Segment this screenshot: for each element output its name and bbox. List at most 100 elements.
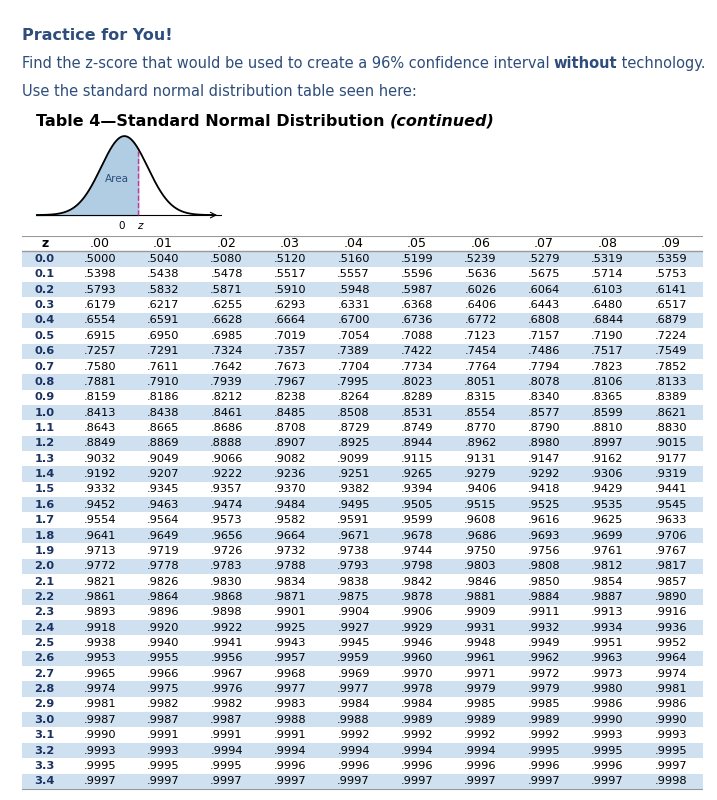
Text: .01: .01 [153, 237, 173, 250]
Text: .8830: .8830 [655, 423, 687, 433]
Text: 2.6: 2.6 [34, 654, 54, 663]
Text: .9147: .9147 [528, 454, 560, 464]
Text: .8708: .8708 [274, 423, 306, 433]
Text: .7673: .7673 [274, 362, 306, 371]
Text: .9946: .9946 [401, 638, 433, 648]
Text: .7852: .7852 [655, 362, 687, 371]
Text: .9993: .9993 [655, 730, 687, 740]
Text: .9956: .9956 [210, 654, 243, 663]
Bar [22, 420, 703, 436]
Text: .5517: .5517 [274, 270, 306, 279]
Bar [22, 513, 703, 528]
Text: .8962: .8962 [465, 438, 497, 448]
Text: .9625: .9625 [592, 515, 624, 525]
Bar [22, 236, 703, 251]
Text: .9015: .9015 [655, 438, 687, 448]
Text: 1.2: 1.2 [34, 438, 54, 448]
Text: .6808: .6808 [528, 315, 560, 326]
Text: .9996: .9996 [464, 761, 497, 771]
Text: .9973: .9973 [591, 669, 624, 678]
Text: .9429: .9429 [592, 485, 624, 494]
Text: .8621: .8621 [655, 408, 687, 418]
Text: .5239: .5239 [464, 254, 497, 264]
Text: .6591: .6591 [147, 315, 179, 326]
Text: .8315: .8315 [464, 392, 497, 402]
Text: .00: .00 [90, 237, 110, 250]
Text: .9664: .9664 [274, 530, 306, 541]
Text: .9599: .9599 [401, 515, 433, 525]
Bar [22, 328, 703, 343]
Text: .9963: .9963 [592, 654, 624, 663]
Text: .02: .02 [217, 237, 237, 250]
Text: .9778: .9778 [147, 562, 179, 571]
Text: .9896: .9896 [147, 607, 179, 618]
Text: .9306: .9306 [592, 469, 624, 479]
Text: .9911: .9911 [528, 607, 560, 618]
Text: .9987: .9987 [83, 715, 116, 725]
Text: .7324: .7324 [210, 346, 243, 356]
Text: .9936: .9936 [655, 622, 687, 633]
Text: .9452: .9452 [83, 500, 115, 510]
Text: .9871: .9871 [274, 592, 306, 602]
Text: .03: .03 [280, 237, 300, 250]
Text: .9985: .9985 [464, 699, 497, 710]
Text: Find the z-score that would be used to create a 96% confidence interval: Find the z-score that would be used to c… [22, 56, 554, 71]
Text: .9850: .9850 [528, 577, 560, 586]
Text: 1.8: 1.8 [34, 530, 54, 541]
Text: .9994: .9994 [464, 746, 497, 755]
Text: .9573: .9573 [210, 515, 243, 525]
Text: .9418: .9418 [528, 485, 560, 494]
Text: .9990: .9990 [655, 715, 687, 725]
Text: .6700: .6700 [337, 315, 370, 326]
Text: .07: .07 [534, 237, 554, 250]
Text: .9756: .9756 [528, 546, 560, 556]
Text: 0.0: 0.0 [34, 254, 54, 264]
Text: .6179: .6179 [83, 300, 116, 310]
Text: .9997: .9997 [83, 776, 116, 786]
Text: .8289: .8289 [401, 392, 433, 402]
Text: .9953: .9953 [83, 654, 116, 663]
Text: 1.4: 1.4 [34, 469, 54, 479]
Text: .9842: .9842 [401, 577, 433, 586]
Text: .9974: .9974 [83, 684, 116, 694]
Text: 2.1: 2.1 [34, 577, 54, 586]
Text: .6844: .6844 [592, 315, 624, 326]
Text: .9994: .9994 [274, 746, 306, 755]
Text: .9996: .9996 [401, 761, 433, 771]
Text: .9989: .9989 [401, 715, 433, 725]
Text: .9959: .9959 [337, 654, 370, 663]
Text: .7881: .7881 [83, 377, 116, 387]
Text: .8212: .8212 [210, 392, 243, 402]
Text: .9656: .9656 [210, 530, 243, 541]
Text: .9943: .9943 [274, 638, 306, 648]
Bar [22, 451, 703, 466]
Text: .9826: .9826 [147, 577, 179, 586]
Text: .9772: .9772 [83, 562, 116, 571]
Text: .9996: .9996 [528, 761, 560, 771]
Text: Area: Area [105, 174, 129, 185]
Text: .6255: .6255 [210, 300, 243, 310]
Text: .5398: .5398 [83, 270, 116, 279]
Text: .6293: .6293 [274, 300, 306, 310]
Text: .8643: .8643 [83, 423, 115, 433]
Text: .9838: .9838 [337, 577, 370, 586]
Text: .8869: .8869 [147, 438, 179, 448]
Text: 2.3: 2.3 [34, 607, 54, 618]
Text: .9875: .9875 [337, 592, 370, 602]
Text: 0.8: 0.8 [34, 377, 54, 387]
Text: .9207: .9207 [147, 469, 179, 479]
Bar [22, 650, 703, 666]
Text: .8790: .8790 [528, 423, 560, 433]
Text: 1.5: 1.5 [34, 485, 54, 494]
Text: .6480: .6480 [592, 300, 624, 310]
Text: 0.2: 0.2 [34, 285, 54, 294]
Text: .9955: .9955 [147, 654, 179, 663]
Text: .8238: .8238 [274, 392, 306, 402]
Text: 2.5: 2.5 [34, 638, 54, 648]
Text: 3.2: 3.2 [34, 746, 54, 755]
Text: .9981: .9981 [655, 684, 687, 694]
Text: .9916: .9916 [655, 607, 687, 618]
Bar [22, 743, 703, 758]
Text: .6628: .6628 [210, 315, 242, 326]
Text: .6368: .6368 [401, 300, 433, 310]
